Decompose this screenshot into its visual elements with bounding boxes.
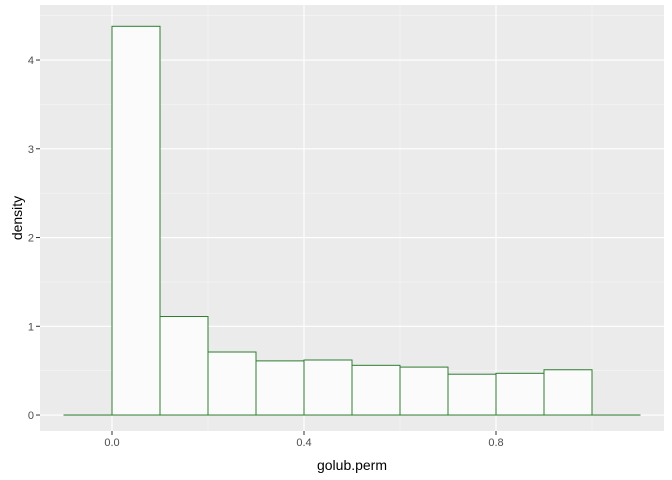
x-tick-label: 0.8 xyxy=(488,437,503,449)
histogram-bar xyxy=(159,316,209,416)
y-tick-label: 2 xyxy=(28,233,34,245)
y-axis-title: density xyxy=(9,196,25,240)
histogram-bar xyxy=(399,366,449,416)
histogram-bar xyxy=(543,369,593,416)
x-tick-label: 0.0 xyxy=(104,437,119,449)
histogram-bar xyxy=(207,351,257,416)
x-tick-label: 0.4 xyxy=(296,437,311,449)
y-tick-label: 1 xyxy=(28,321,34,333)
histogram-bar xyxy=(447,373,497,416)
y-tick-label: 4 xyxy=(28,55,34,67)
y-axis-ticks: 0 1 2 3 4 xyxy=(28,55,40,422)
y-tick-label: 3 xyxy=(28,144,34,156)
x-axis-ticks: 0.0 0.4 0.8 xyxy=(104,431,504,449)
histogram-bar xyxy=(111,25,161,416)
histogram-bar xyxy=(351,364,401,416)
x-axis-title: golub.perm xyxy=(317,457,387,473)
histogram-bar xyxy=(255,360,305,416)
histogram-bar xyxy=(303,359,353,416)
histogram-bars xyxy=(63,25,641,416)
histogram-bar xyxy=(495,372,545,416)
y-tick-label: 0 xyxy=(28,410,34,422)
